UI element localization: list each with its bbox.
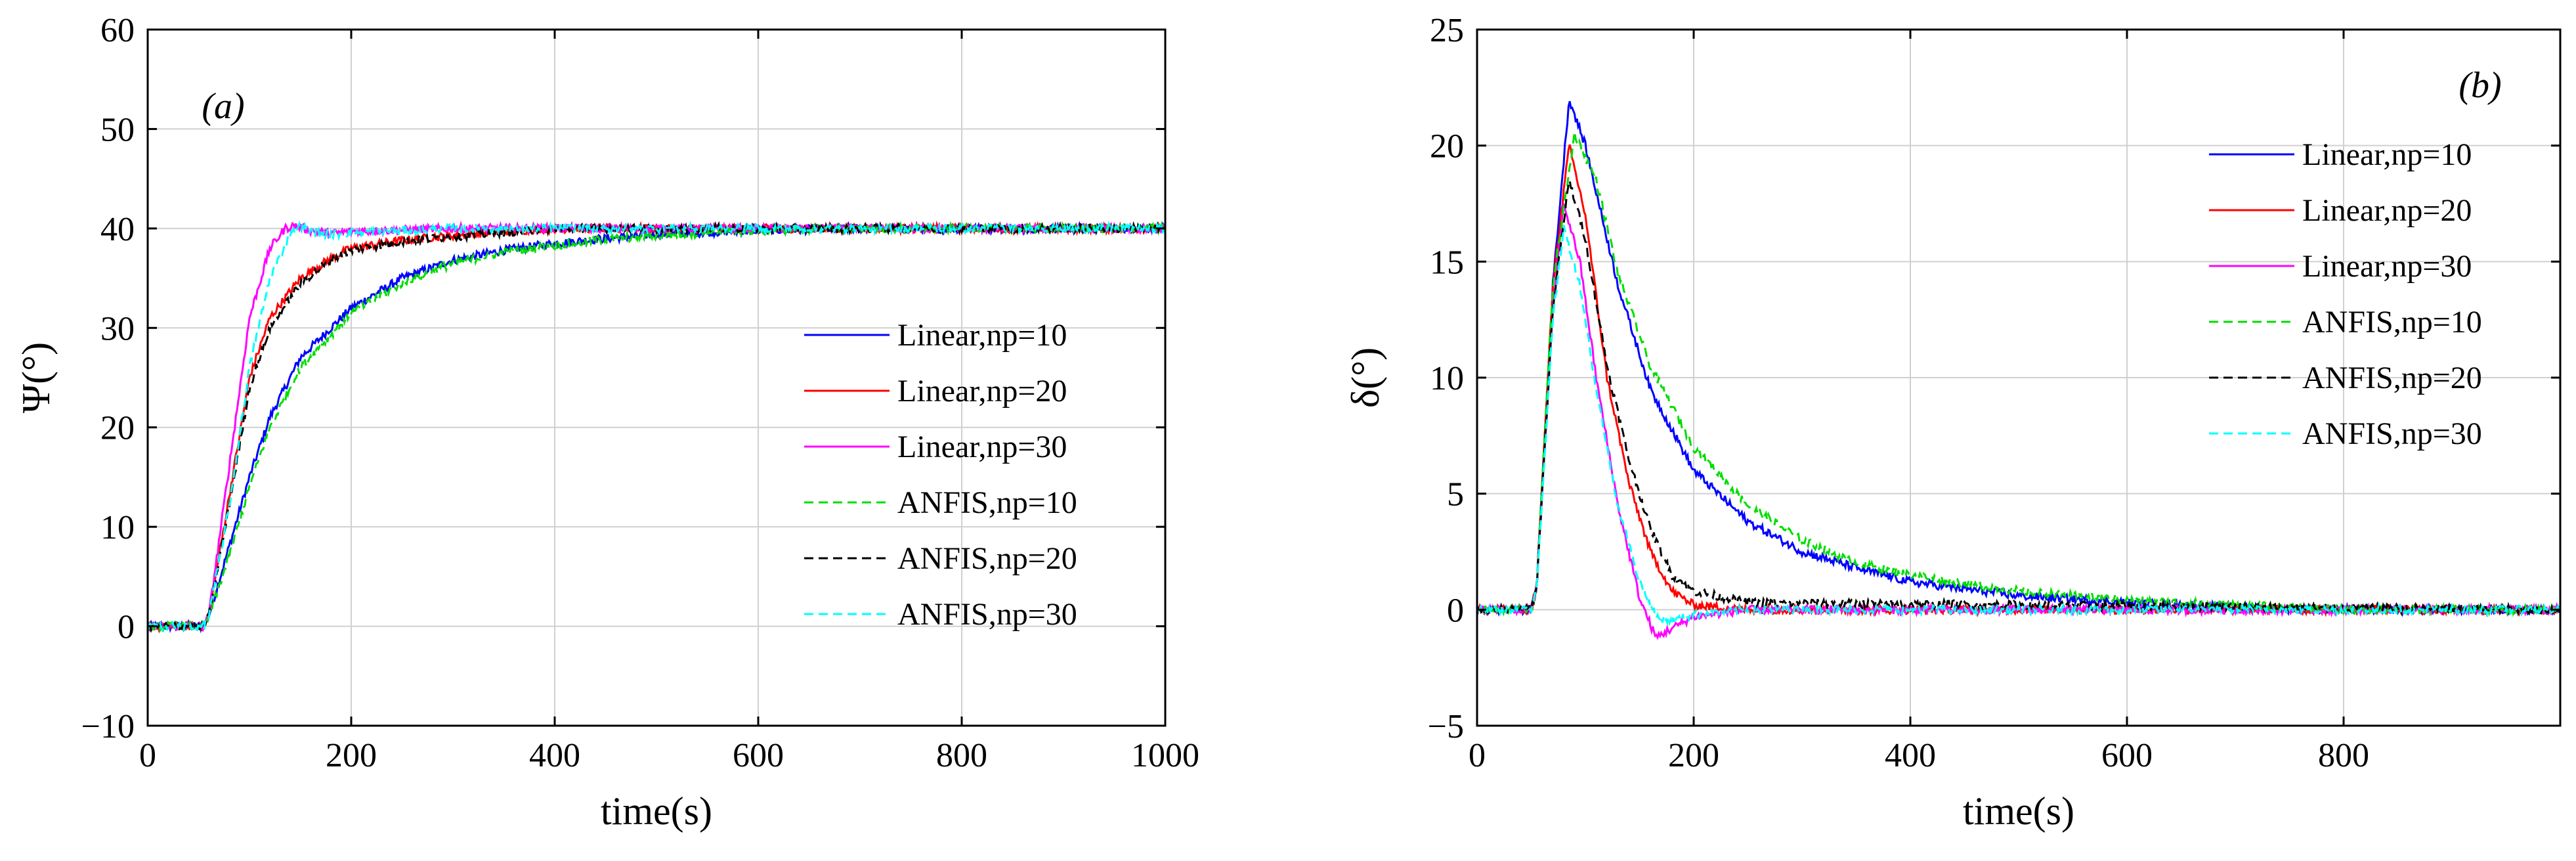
legend-label-b-4: ANFIS,np=10: [2302, 305, 2482, 340]
x-tick-label: 200: [326, 737, 377, 774]
x-axis-label-b: time(s): [1963, 789, 2074, 833]
series-line-b-1: [1476, 100, 2562, 618]
legend-label-b-1: Linear,np=10: [2302, 137, 2472, 172]
series-line-b-5: [1476, 180, 2562, 617]
y-tick-label: 30: [100, 310, 135, 347]
y-tick-label: 20: [1430, 128, 1464, 166]
series-line-a-6: [147, 220, 1167, 632]
legend-label-a-1: Linear,np=10: [897, 318, 1067, 353]
legend-a: Linear,np=10 Linear,np=20 Linear,np=30 ANFI…: [804, 318, 1077, 632]
y-tick-label: 60: [100, 12, 135, 49]
x-tick-label: 0: [1469, 737, 1486, 774]
legend-label-a-5: ANFIS,np=20: [897, 541, 1077, 576]
x-axis-label-a: time(s): [601, 789, 712, 833]
legend-label-a-6: ANFIS,np=30: [897, 597, 1077, 632]
series-group-a: [146, 220, 1167, 634]
y-tick-label: 5: [1447, 476, 1464, 514]
series-line-a-4: [146, 221, 1167, 633]
y-axis-label-a: Ψ(°): [14, 342, 58, 413]
x-tick-label: 400: [529, 737, 580, 774]
y-tick-label: 15: [1430, 244, 1464, 281]
panel-label-b: (b): [2458, 65, 2501, 106]
plot-frame-a: [146, 28, 1167, 727]
series-line-a-5: [146, 221, 1167, 634]
y-tick-label: 50: [100, 111, 135, 148]
y-tick-label: 20: [100, 410, 135, 447]
series-line-b-6: [1476, 225, 2562, 627]
y-tick-label: 10: [100, 509, 135, 546]
legend-b: Linear,np=10 Linear,np=20 Linear,np=30 ANFI…: [2209, 137, 2482, 451]
legend-label-b-3: Linear,np=30: [2302, 249, 2472, 284]
legend-label-b-6: ANFIS,np=30: [2302, 416, 2482, 451]
series-line-b-4: [1476, 131, 2562, 617]
x-tick-label: 400: [1885, 737, 1936, 774]
x-tick-label: 800: [2318, 737, 2369, 774]
y-tick-label: −5: [1428, 708, 1464, 745]
x-tick-label: 600: [2101, 737, 2153, 774]
x-tick-label: 600: [733, 737, 784, 774]
y-tick-label: 10: [1430, 360, 1464, 397]
legend-label-b-5: ANFIS,np=20: [2302, 361, 2482, 395]
legend-label-a-4: ANFIS,np=10: [897, 485, 1077, 520]
x-tick-label: 0: [139, 737, 156, 774]
legend-label-a-2: Linear,np=20: [897, 374, 1067, 408]
y-tick-label: 0: [118, 609, 135, 646]
series-group-b: [1476, 100, 2562, 640]
legend-label-b-2: Linear,np=20: [2302, 193, 2472, 228]
panel-label-a: (a): [202, 86, 244, 127]
x-tick-label: 800: [936, 737, 987, 774]
legend-label-a-3: Linear,np=30: [897, 430, 1067, 464]
y-tick-label: −10: [81, 708, 135, 745]
x-tick-label: 200: [1668, 737, 1719, 774]
y-tick-label: 0: [1447, 592, 1464, 629]
x-tick-label: 1000: [1131, 737, 1199, 774]
y-tick-label: 40: [100, 211, 135, 248]
y-axis-label-b: δ(°): [1344, 347, 1387, 408]
y-tick-label: 25: [1430, 12, 1464, 49]
